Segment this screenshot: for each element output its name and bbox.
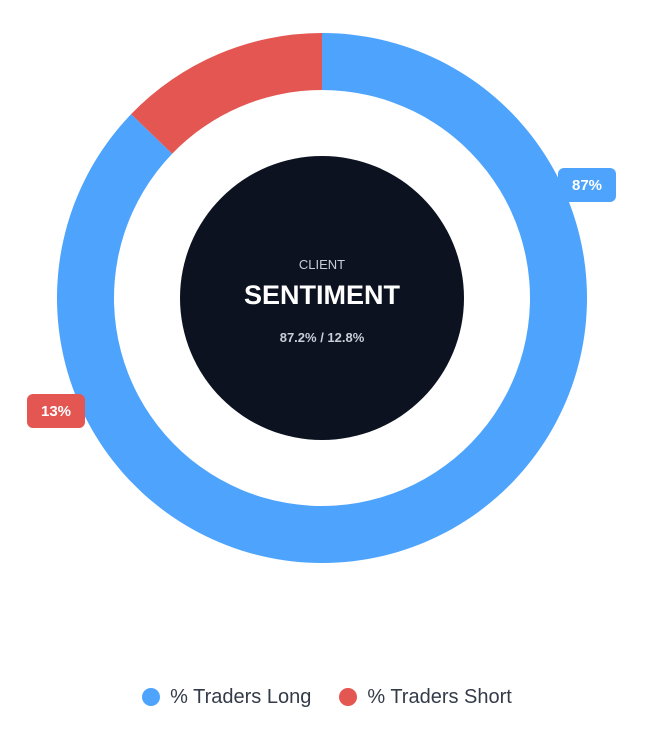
legend-item-short[interactable]: % Traders Short [339, 686, 512, 709]
data-label-badge-short [27, 394, 85, 428]
center-kicker-label: CLIENT [299, 257, 345, 272]
data-label-text-short: 13% [41, 403, 71, 420]
data-label-long: 87% [558, 168, 616, 202]
slice-short[interactable] [131, 33, 322, 154]
legend-swatch-short [339, 688, 358, 706]
data-label-text-long: 87% [572, 177, 602, 194]
donut-slices [57, 33, 587, 563]
data-label-badge-long [558, 168, 616, 202]
chart-legend: % Traders Long % Traders Short [0, 682, 654, 712]
data-labels: 87% 13% [27, 168, 616, 428]
center-title-label: SENTIMENT [244, 280, 401, 310]
legend-label-long: % Traders Long [170, 685, 312, 708]
legend-label-short: % Traders Short [367, 685, 512, 708]
center-disc [180, 156, 464, 440]
legend-item-long[interactable]: % Traders Long [142, 686, 311, 709]
legend-swatch-long [142, 688, 161, 706]
data-label-short: 13% [27, 394, 85, 428]
center-subtitle-label: 87.2% / 12.8% [280, 330, 365, 345]
